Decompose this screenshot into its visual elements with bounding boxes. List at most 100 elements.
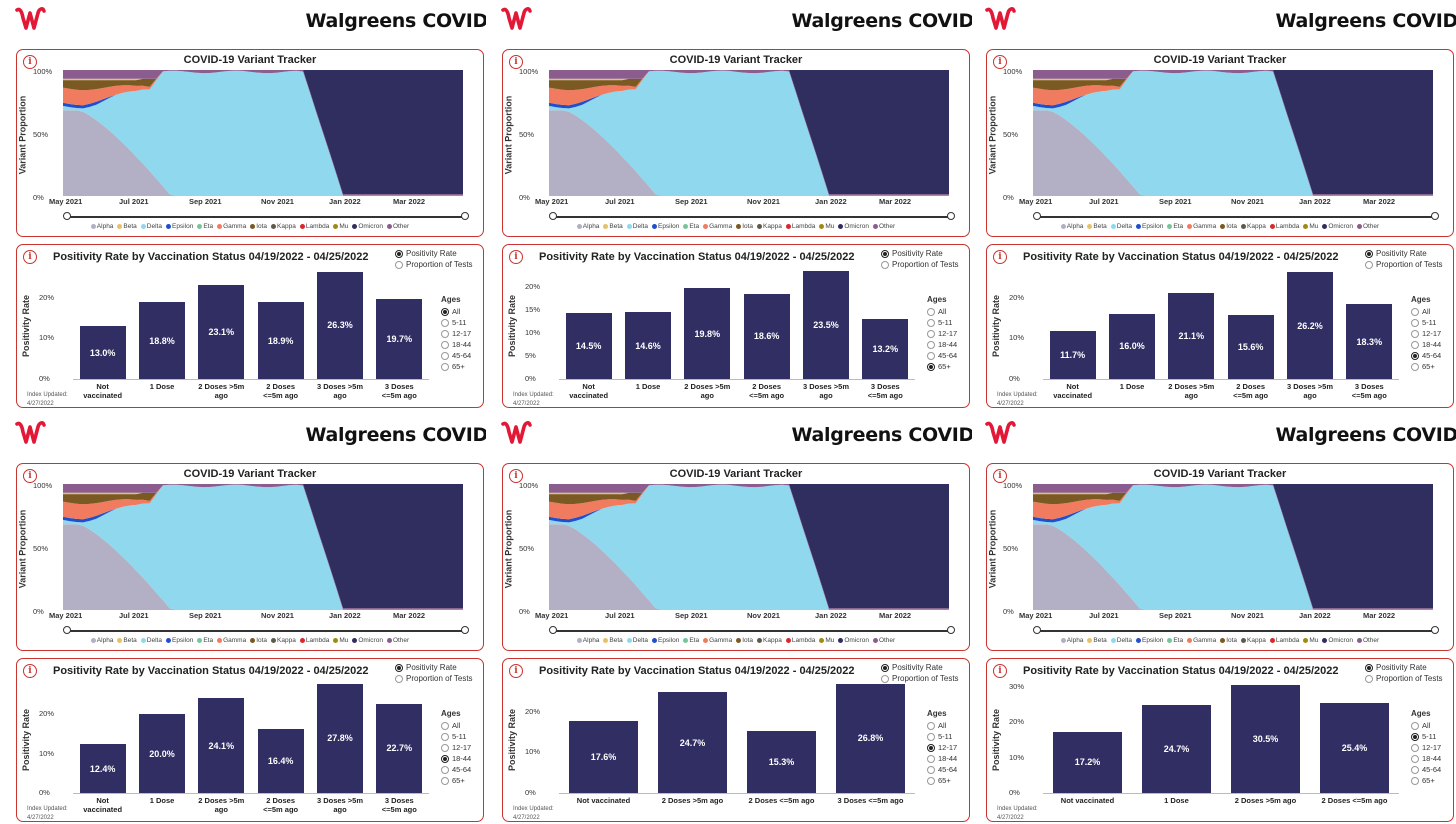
positivity-bar[interactable] bbox=[657, 692, 728, 793]
info-icon[interactable]: i bbox=[509, 469, 523, 483]
date-range-slider[interactable] bbox=[63, 212, 469, 220]
view-option[interactable]: Proportion of Tests bbox=[1365, 259, 1443, 270]
date-range-slider[interactable] bbox=[63, 626, 469, 634]
slider-end-handle[interactable] bbox=[947, 626, 955, 634]
age-option[interactable]: All bbox=[441, 306, 471, 317]
age-option[interactable]: 65+ bbox=[927, 361, 957, 372]
positivity-bar[interactable] bbox=[1286, 272, 1334, 379]
positivity-bar[interactable] bbox=[568, 721, 639, 793]
slider-start-handle[interactable] bbox=[549, 212, 557, 220]
radio-button[interactable] bbox=[881, 260, 889, 269]
radio-button[interactable] bbox=[395, 260, 403, 269]
radio-button[interactable] bbox=[395, 249, 403, 258]
date-range-slider[interactable] bbox=[549, 626, 955, 634]
positivity-bar[interactable] bbox=[1141, 705, 1212, 793]
slider-start-handle[interactable] bbox=[1033, 626, 1041, 634]
age-option[interactable]: 45-64 bbox=[1411, 764, 1441, 775]
age-option[interactable]: 5-11 bbox=[927, 731, 957, 742]
age-option[interactable]: 5-11 bbox=[441, 317, 471, 328]
positivity-bar[interactable] bbox=[257, 728, 304, 793]
positivity-bar[interactable] bbox=[1049, 331, 1096, 379]
radio-button[interactable] bbox=[927, 330, 935, 339]
positivity-bar[interactable] bbox=[198, 698, 245, 793]
age-option[interactable]: All bbox=[1411, 720, 1441, 731]
positivity-bar[interactable] bbox=[316, 271, 364, 379]
radio-button[interactable] bbox=[1411, 755, 1419, 764]
age-option[interactable]: 5-11 bbox=[927, 317, 957, 328]
radio-button[interactable] bbox=[927, 352, 935, 361]
age-option[interactable]: 12-17 bbox=[441, 328, 471, 339]
date-range-slider[interactable] bbox=[549, 212, 955, 220]
radio-button[interactable] bbox=[395, 663, 403, 672]
info-icon[interactable]: i bbox=[23, 664, 37, 678]
positivity-bar[interactable] bbox=[743, 293, 790, 379]
age-option[interactable]: 45-64 bbox=[441, 350, 471, 361]
age-option[interactable]: 45-64 bbox=[1411, 350, 1441, 361]
slider-end-handle[interactable] bbox=[461, 212, 469, 220]
view-option[interactable]: Positivity Rate bbox=[881, 248, 959, 259]
slider-end-handle[interactable] bbox=[461, 626, 469, 634]
radio-button[interactable] bbox=[441, 352, 449, 361]
radio-button[interactable] bbox=[927, 733, 935, 742]
info-icon[interactable]: i bbox=[993, 469, 1007, 483]
positivity-bar[interactable] bbox=[198, 284, 245, 379]
radio-button[interactable] bbox=[881, 674, 889, 683]
positivity-bar[interactable] bbox=[1346, 304, 1393, 379]
age-option[interactable]: 65+ bbox=[441, 775, 471, 786]
age-option[interactable]: 5-11 bbox=[441, 731, 471, 742]
age-option[interactable]: All bbox=[927, 720, 957, 731]
radio-button[interactable] bbox=[927, 777, 935, 786]
positivity-bar[interactable] bbox=[257, 302, 304, 379]
radio-button[interactable] bbox=[1411, 766, 1419, 775]
radio-button[interactable] bbox=[927, 722, 935, 731]
radio-button[interactable] bbox=[1411, 733, 1419, 742]
positivity-bar[interactable] bbox=[624, 312, 672, 379]
positivity-bar[interactable] bbox=[376, 298, 423, 379]
slider-start-handle[interactable] bbox=[63, 212, 71, 220]
radio-button[interactable] bbox=[1411, 722, 1419, 731]
age-option[interactable]: All bbox=[441, 720, 471, 731]
age-option[interactable]: 45-64 bbox=[927, 350, 957, 361]
radio-button[interactable] bbox=[1411, 319, 1419, 328]
date-range-slider[interactable] bbox=[1033, 212, 1439, 220]
positivity-bar[interactable] bbox=[1227, 315, 1274, 379]
view-option[interactable]: Positivity Rate bbox=[395, 248, 473, 259]
positivity-bar[interactable] bbox=[79, 326, 126, 379]
radio-button[interactable] bbox=[927, 308, 935, 317]
age-option[interactable]: 18-44 bbox=[1411, 339, 1441, 350]
slider-end-handle[interactable] bbox=[1431, 212, 1439, 220]
positivity-bar[interactable] bbox=[79, 744, 126, 793]
age-option[interactable]: 12-17 bbox=[927, 328, 957, 339]
age-option[interactable]: 18-44 bbox=[441, 339, 471, 350]
view-option[interactable]: Positivity Rate bbox=[881, 662, 959, 673]
radio-button[interactable] bbox=[441, 308, 449, 317]
radio-button[interactable] bbox=[441, 733, 449, 742]
age-option[interactable]: 12-17 bbox=[1411, 328, 1441, 339]
positivity-bar[interactable] bbox=[1319, 702, 1390, 793]
radio-button[interactable] bbox=[881, 663, 889, 672]
radio-button[interactable] bbox=[1411, 363, 1419, 372]
info-icon[interactable]: i bbox=[509, 250, 523, 264]
positivity-bar[interactable] bbox=[1108, 313, 1156, 379]
age-option[interactable]: 65+ bbox=[441, 361, 471, 372]
radio-button[interactable] bbox=[441, 330, 449, 339]
positivity-bar[interactable] bbox=[1168, 293, 1215, 379]
age-option[interactable]: 65+ bbox=[927, 775, 957, 786]
slider-start-handle[interactable] bbox=[63, 626, 71, 634]
age-option[interactable]: 65+ bbox=[1411, 361, 1441, 372]
info-icon[interactable]: i bbox=[23, 55, 37, 69]
info-icon[interactable]: i bbox=[23, 250, 37, 264]
positivity-bar[interactable] bbox=[138, 714, 186, 793]
age-option[interactable]: 45-64 bbox=[927, 764, 957, 775]
slider-end-handle[interactable] bbox=[1431, 626, 1439, 634]
radio-button[interactable] bbox=[441, 777, 449, 786]
info-icon[interactable]: i bbox=[993, 664, 1007, 678]
info-icon[interactable]: i bbox=[993, 250, 1007, 264]
positivity-bar[interactable] bbox=[1052, 731, 1123, 793]
info-icon[interactable]: i bbox=[509, 55, 523, 69]
view-option[interactable]: Proportion of Tests bbox=[881, 673, 959, 684]
info-icon[interactable]: i bbox=[993, 55, 1007, 69]
radio-button[interactable] bbox=[441, 744, 449, 753]
age-option[interactable]: 18-44 bbox=[1411, 753, 1441, 764]
date-range-slider[interactable] bbox=[1033, 626, 1439, 634]
